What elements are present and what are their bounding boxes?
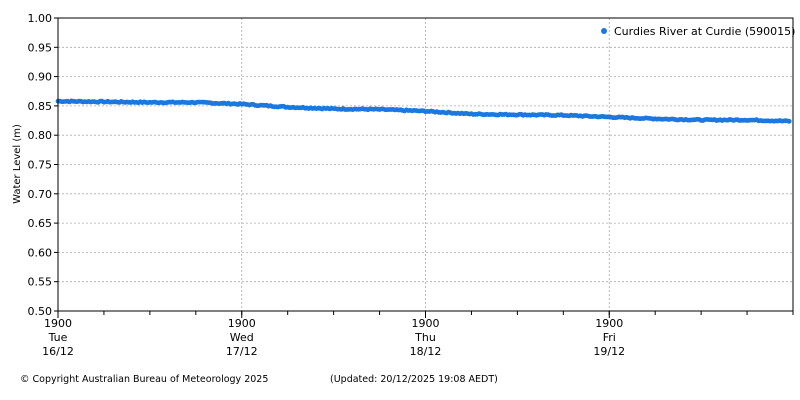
x-tick-label: Fri: [603, 331, 616, 344]
y-axis-label-group: Water Level (m): [12, 124, 23, 204]
y-tick-label: 1.00: [28, 12, 53, 25]
y-axis-label: Water Level (m): [12, 124, 23, 204]
x-tick-label: Tue: [48, 331, 68, 344]
x-tick-label: 16/12: [42, 345, 74, 358]
data-series: [55, 98, 792, 124]
x-tick-label: 18/12: [410, 345, 442, 358]
x-tick-label: 1900: [412, 317, 440, 330]
axis-ticks: 1.00 0.95 0.90 0.85 0.80 0.75 0.70 0.65 0.60 0.55…: [28, 12, 794, 358]
y-tick-label: 0.80: [28, 129, 53, 142]
grid-lines: [58, 18, 793, 311]
legend: Curdies River at Curdie (590015): [601, 25, 795, 38]
y-tick-label: 0.60: [28, 246, 53, 259]
y-tick-label: 0.50: [28, 305, 53, 318]
legend-marker: [601, 28, 607, 34]
legend-label: Curdies River at Curdie (590015): [614, 25, 795, 38]
y-tick-label: 0.85: [28, 100, 53, 113]
x-tick-label: 1900: [44, 317, 72, 330]
x-tick-label: 17/12: [226, 345, 258, 358]
data-point: [786, 118, 792, 124]
y-tick-label: 0.65: [28, 217, 53, 230]
copyright-text: © Copyright Australian Bureau of Meteoro…: [20, 374, 269, 385]
x-tick-label: Wed: [230, 331, 254, 344]
y-tick-label: 0.70: [28, 188, 53, 201]
x-tick-label: 1900: [228, 317, 256, 330]
x-tick-label: Thu: [414, 331, 436, 344]
x-tick-label: 1900: [595, 317, 623, 330]
x-tick-label: 19/12: [593, 345, 625, 358]
y-tick-label: 0.55: [28, 276, 53, 289]
y-tick-label: 0.75: [28, 159, 53, 172]
y-tick-label: 0.90: [28, 71, 53, 84]
y-tick-label: 0.95: [28, 41, 53, 54]
updated-text: (Updated: 20/12/2025 19:08 AEDT): [330, 374, 498, 385]
